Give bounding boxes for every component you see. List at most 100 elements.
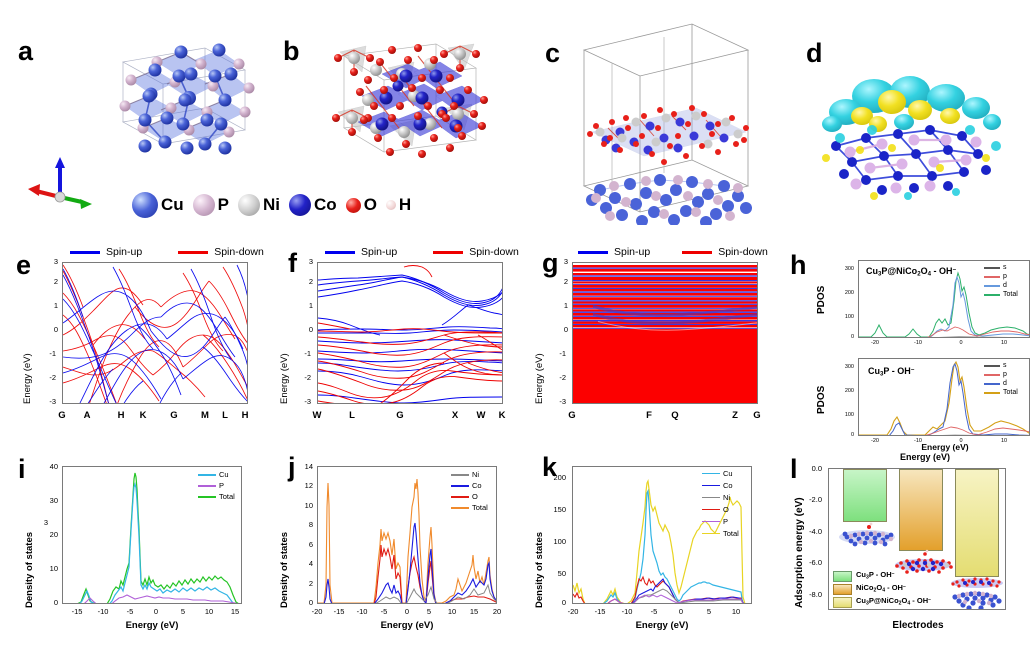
legend-row-total-k: Total [702,528,739,539]
atom-ball-co [289,194,312,216]
panel-i-xtick-5: 5 [180,607,186,616]
spin-up-label-f: Spin-up [361,246,398,258]
panel-j-xtick-15: 15 [469,607,479,616]
panel-h-top-ylabel: PDOS [816,285,827,314]
panel-l-ytick-m8: -8.0 [809,590,822,599]
structure-nico2o4 [318,20,490,170]
legend-row-cu-k: Cu [702,468,739,479]
panel-e-ytick-2: 2 [53,277,58,286]
panel-k-dos: Density of states Cu Co Ni O P [510,460,768,645]
atom-legend-item-h: H [385,195,411,215]
panel-i-ytick-40: 40 [49,462,58,471]
charge-density-difference [800,30,1010,210]
panel-l-top-title: Energy (eV) [899,452,950,462]
panel-k-legend: Cu Co Ni O P Total [702,468,739,539]
panel-label-h: h [790,250,807,280]
panel-f-ytick-m2: -2 [304,373,311,382]
panel-k-ytick-200: 200 [553,473,566,482]
atom-legend-label-co: Co [314,195,337,214]
legend-row-p-k: P [702,516,739,527]
panel-j-plot-area [317,466,497,604]
panel-i-xtick-m5: -5 [126,607,134,616]
panel-j-dos: Density of states Ni Co O Total 14 12 10… [255,460,513,645]
panel-g-xtick-4: G [753,410,761,421]
panel-i-xtick-0: 0 [153,607,159,616]
panel-k-plot-area [572,466,752,604]
structure-heterojunction [560,10,770,225]
panel-i-xtick-10: 10 [204,607,214,616]
panel-g-ytick-0: 0 [563,325,568,334]
legend-row-co-j: Co [451,481,488,491]
panel-i-dos: Density of states Cu P Total 40 30 20 10… [0,460,258,645]
bar-cu3p-oh[interactable] [843,469,887,522]
structure-cu3p [95,18,260,168]
panel-g-ytick-m1: -1 [559,349,566,358]
panel-i-ytick-20: 20 [49,530,58,539]
spin-up-swatch-e [70,250,100,254]
spin-legend-g: Spin-up Spin-down [578,246,768,258]
panel-l-ytick-m6: -6.0 [809,558,822,567]
panel-h-top-xtick-m10: -10 [914,340,922,346]
atom-ball-ni [238,194,261,216]
panel-j-ylabel: Density of states [279,531,290,608]
legend-row-o-j: O [451,492,488,502]
panel-h-bottom-xtick-m20: -20 [871,438,879,444]
panel-j-ytick-14: 14 [304,462,313,471]
panel-l-ytick-m4: -4.0 [809,527,822,536]
panel-g-xtick-0: G [568,410,576,421]
panel-e-xtick-0: G [58,410,66,421]
panel-e-xtick-3: K [139,410,147,421]
spin-up-swatch-g [578,250,608,254]
panel-g-xtick-2: Q [671,410,679,421]
panel-label-c: c [545,38,561,68]
panel-f-xtick-2: G [396,410,404,421]
panel-k-ytick-150: 150 [553,505,566,514]
panel-k-xlabel: Energy (eV) [635,620,689,631]
panel-g-plot-area [572,262,758,404]
atom-legend-item-co: Co [289,194,337,216]
panel-h-top-plot-area [858,260,1030,338]
legend-row-total-top: Total [984,291,1018,299]
panel-e-xtick-4: G [170,410,178,421]
panel-f-xtick-5: K [498,410,506,421]
panel-k-xtick-5: 5 [706,607,712,616]
panel-h-top-ytick-200: 200 [844,290,854,296]
bar-cu3p-nico2o4-oh[interactable] [955,469,999,577]
panel-e-band-structure: Energy (eV) 3 [0,257,258,527]
panel-l-legend: Cu3P - OH− NiCo2O4 - OH− Cu3P@NiCo2O4 - … [833,570,931,608]
panel-f-ytick-0: 0 [308,325,313,334]
panel-j-xtick-20: 20 [492,607,502,616]
panel-i-legend: Cu P Total [198,470,235,502]
panel-l-plot-area: Cu3P - OH− NiCo2O4 - OH− Cu3P@NiCo2O4 - … [828,468,1006,610]
panel-h-bottom-plot-area [858,358,1030,436]
panel-e-ytick-3: 3 [43,518,48,527]
panel-k-ytick-100: 100 [553,537,566,546]
panel-e-xtick-7: H [241,410,249,421]
panel-e-xtick-1: A [83,410,91,421]
panel-h-top-xtick-10: 10 [1000,340,1008,346]
panel-e-plot-area [62,262,248,404]
panel-f-xtick-0: W [312,410,322,421]
atom-ball-h [385,200,396,210]
panel-g-ytick-m3: -3 [559,397,566,406]
spin-down-label-e: Spin-down [214,246,264,258]
panel-l-ytick-m2: -2.0 [809,495,822,504]
panel-j-ytick-12: 12 [304,481,313,490]
bar-nico2o4-oh[interactable] [899,469,943,551]
legend-row-d-top: d [984,282,1018,290]
panel-h-bottom-title: Cu3P - OH− [868,366,915,378]
legend-row-cu3p-oh: Cu3P - OH− [833,570,931,582]
atom-legend-item-ni: Ni [238,194,280,216]
legend-row-ni-j: Ni [451,470,488,480]
panel-h-bottom-xtick-10: 10 [1000,438,1008,444]
panel-e-ytick-m1: -1 [49,349,56,358]
legend-row-s-bottom: s [984,362,1018,370]
spin-down-label-f: Spin-down [469,246,519,258]
panel-k-ytick-0: 0 [561,598,566,607]
panel-h-top-ytick-100: 100 [844,314,854,320]
panel-j-xtick-m5: -5 [380,607,388,616]
panel-g-ytick-1: 1 [563,301,568,310]
panel-i-xtick-m10: -10 [97,607,109,616]
panel-h-bottom-ytick-300: 300 [844,364,854,370]
panel-i-xtick-m15: -15 [71,607,83,616]
